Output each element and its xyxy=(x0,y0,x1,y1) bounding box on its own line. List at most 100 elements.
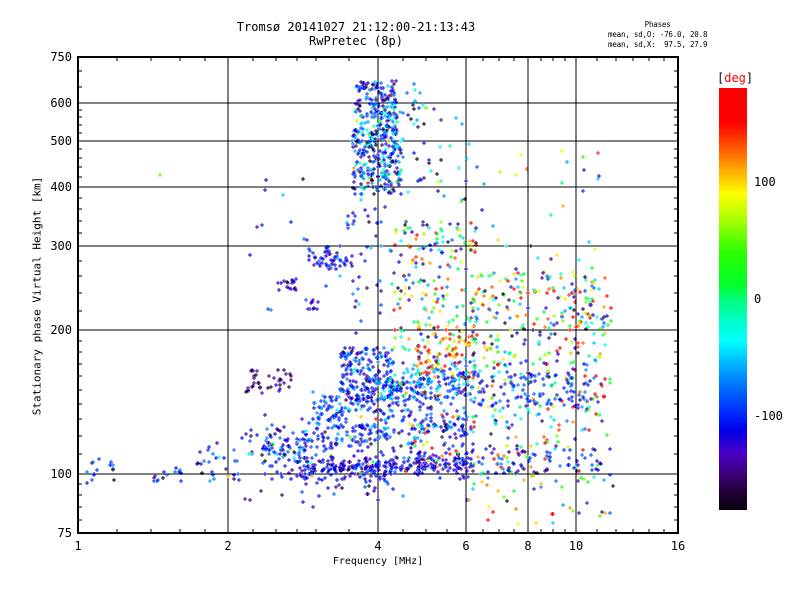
data-point xyxy=(470,274,474,278)
data-point xyxy=(382,412,386,416)
data-point xyxy=(505,420,509,424)
data-point xyxy=(476,455,480,459)
data-point xyxy=(608,511,612,515)
data-point xyxy=(522,375,526,379)
data-point xyxy=(420,430,424,434)
data-point xyxy=(353,149,357,153)
data-point xyxy=(590,463,594,467)
data-point xyxy=(354,380,358,384)
data-point xyxy=(446,263,450,267)
data-point xyxy=(263,413,267,417)
data-point xyxy=(480,400,484,404)
data-point xyxy=(303,468,307,472)
data-point xyxy=(289,477,293,481)
data-point xyxy=(475,290,479,294)
data-point xyxy=(382,374,386,378)
data-point xyxy=(413,99,417,103)
data-point xyxy=(545,291,549,295)
data-point xyxy=(412,363,416,367)
data-point xyxy=(307,254,311,258)
data-point xyxy=(365,245,369,249)
data-point xyxy=(422,454,426,458)
data-point xyxy=(490,285,494,289)
data-point xyxy=(576,463,580,467)
data-point xyxy=(348,474,352,478)
data-point xyxy=(211,473,215,477)
data-point xyxy=(417,280,421,284)
data-point xyxy=(451,374,455,378)
data-point xyxy=(419,278,423,282)
data-point xyxy=(352,166,356,170)
data-point xyxy=(441,458,445,462)
data-point xyxy=(477,460,481,464)
data-point xyxy=(260,391,264,395)
data-point xyxy=(359,166,363,170)
data-point xyxy=(379,355,383,359)
data-point xyxy=(521,285,525,289)
data-point xyxy=(399,168,403,172)
data-point xyxy=(442,374,446,378)
data-point xyxy=(442,429,446,433)
data-point xyxy=(455,461,459,465)
data-point xyxy=(383,205,387,209)
data-point xyxy=(562,448,566,452)
data-point xyxy=(311,298,315,302)
data-point xyxy=(552,418,556,422)
data-point xyxy=(358,372,362,376)
data-point xyxy=(577,258,581,262)
colorbar-tick-label: -100 xyxy=(754,409,783,423)
data-point xyxy=(346,226,350,230)
data-point xyxy=(321,439,325,443)
data-point xyxy=(387,191,391,195)
data-point xyxy=(366,445,370,449)
data-point xyxy=(320,469,324,473)
data-point xyxy=(352,358,356,362)
data-point xyxy=(382,187,386,191)
data-point xyxy=(351,142,355,146)
data-point xyxy=(428,365,432,369)
data-point xyxy=(405,367,409,371)
cluster-mid-clump-a xyxy=(276,277,298,292)
data-point xyxy=(593,247,597,251)
data-point xyxy=(424,293,428,297)
data-point xyxy=(345,389,349,393)
data-point xyxy=(394,462,398,466)
data-point xyxy=(459,260,463,264)
data-point xyxy=(563,309,567,313)
data-point xyxy=(593,278,597,282)
data-point xyxy=(513,353,517,357)
data-point xyxy=(569,376,573,380)
data-point xyxy=(440,286,444,290)
data-point xyxy=(372,402,376,406)
data-point xyxy=(274,460,278,464)
data-point xyxy=(418,91,422,95)
data-point xyxy=(414,265,418,269)
data-point xyxy=(546,277,550,281)
data-point xyxy=(538,404,542,408)
data-point xyxy=(438,463,442,467)
data-point xyxy=(573,288,577,292)
data-point xyxy=(276,281,280,285)
data-point xyxy=(349,362,353,366)
data-point xyxy=(583,390,587,394)
data-point xyxy=(408,422,412,426)
data-point xyxy=(448,420,452,424)
data-point xyxy=(409,117,413,121)
data-point xyxy=(518,302,522,306)
data-point xyxy=(90,478,94,482)
data-point xyxy=(277,288,281,292)
data-point xyxy=(435,241,439,245)
data-point xyxy=(453,463,457,467)
data-point xyxy=(435,232,439,236)
data-point xyxy=(315,421,319,425)
data-point xyxy=(322,449,326,453)
data-point xyxy=(603,343,607,347)
data-point xyxy=(487,274,491,278)
data-point xyxy=(385,372,389,376)
cluster-mid-clump-c xyxy=(307,245,331,268)
data-point xyxy=(386,84,390,88)
data-point xyxy=(402,274,406,278)
data-point xyxy=(484,447,488,451)
data-point xyxy=(432,370,436,374)
data-point xyxy=(356,351,360,355)
